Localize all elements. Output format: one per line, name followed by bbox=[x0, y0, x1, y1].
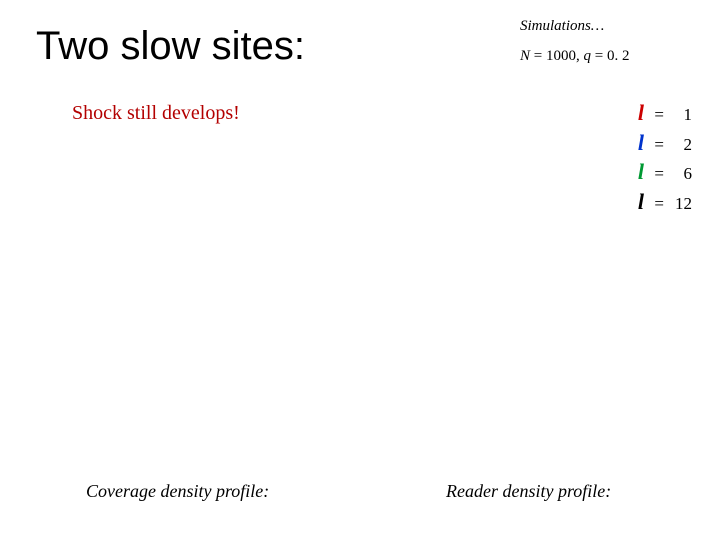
legend: l = 1 l = 2 l = 6 l = 12 bbox=[634, 98, 692, 217]
caption-right: Reader density profile: bbox=[446, 481, 611, 502]
header-note: Simulations… bbox=[520, 18, 604, 35]
legend-value: 12 bbox=[670, 193, 692, 216]
legend-equals: = bbox=[650, 163, 664, 186]
legend-equals: = bbox=[650, 193, 664, 216]
legend-equals: = bbox=[650, 134, 664, 157]
legend-symbol: l bbox=[634, 187, 644, 217]
caption-left: Coverage density profile: bbox=[86, 481, 269, 502]
legend-symbol: l bbox=[634, 157, 644, 187]
simulation-params: N = 1000, q = 0. 2 bbox=[520, 48, 629, 65]
legend-row: l = 2 bbox=[634, 128, 692, 158]
legend-row: l = 1 bbox=[634, 98, 692, 128]
subtitle: Shock still develops! bbox=[72, 102, 240, 125]
legend-row: l = 12 bbox=[634, 187, 692, 217]
legend-symbol: l bbox=[634, 98, 644, 128]
slide-title: Two slow sites: bbox=[36, 24, 305, 69]
legend-symbol: l bbox=[634, 128, 644, 158]
legend-value: 2 bbox=[670, 134, 692, 157]
legend-value: 1 bbox=[670, 104, 692, 127]
legend-value: 6 bbox=[670, 163, 692, 186]
legend-row: l = 6 bbox=[634, 157, 692, 187]
legend-equals: = bbox=[650, 104, 664, 127]
